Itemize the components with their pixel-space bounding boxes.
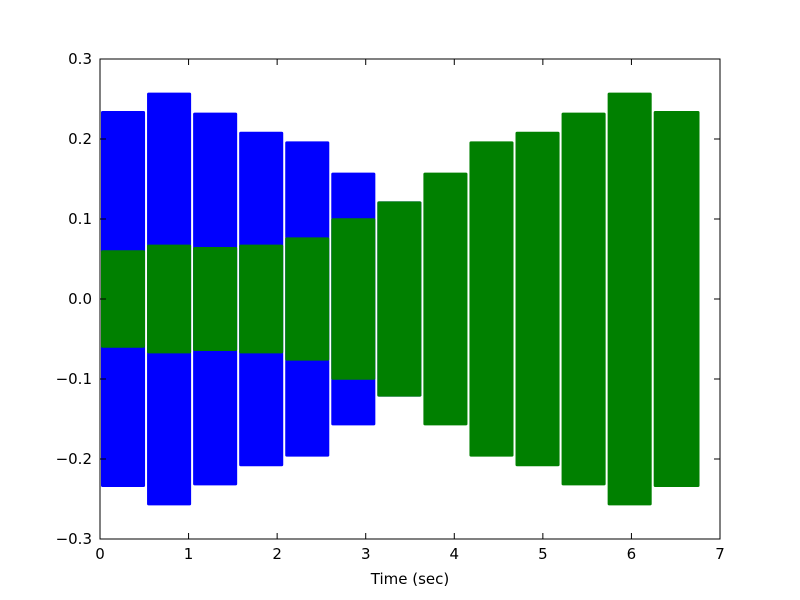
envelope-bar [515, 131, 560, 467]
envelope-bar [561, 112, 606, 486]
x-tick-label: 5 [538, 545, 548, 563]
envelope-bar [239, 244, 284, 354]
x-tick-label: 4 [450, 545, 460, 563]
x-tick-label: 7 [715, 545, 725, 563]
plot-area: 0 1 2 3 4 5 6 7 −0.3 −0.2 −0.1 0.0 0.1 0.2 0.3 [56, 50, 725, 563]
envelope-bar [285, 237, 330, 361]
x-tick-label: 2 [272, 545, 282, 563]
y-tick-label: −0.2 [56, 450, 92, 468]
envelope-bar [147, 244, 192, 354]
envelope-bar [469, 141, 514, 457]
envelope-bar [377, 201, 422, 397]
series-layer [101, 92, 700, 506]
y-tick-label: 0.2 [68, 130, 92, 148]
x-axis-label: Time (sec) [370, 570, 449, 588]
envelope-bar [101, 250, 146, 348]
x-tick-label: 0 [95, 545, 105, 563]
x-tick-label: 3 [361, 545, 371, 563]
envelope-bar [653, 111, 700, 487]
y-tick-label: −0.1 [56, 370, 92, 388]
x-tick-label: 1 [184, 545, 194, 563]
envelope-bar [607, 92, 652, 506]
y-tick-label: 0.1 [68, 210, 92, 228]
y-tick-label: −0.3 [56, 530, 92, 548]
y-tick-label: 0.3 [68, 50, 92, 68]
y-tick-label: 0.0 [68, 290, 92, 308]
envelope-bar [331, 218, 376, 380]
ticks-layer: 0 1 2 3 4 5 6 7 −0.3 −0.2 −0.1 0.0 0.1 0.2 0.3 [56, 50, 725, 563]
x-tick-label: 6 [627, 545, 637, 563]
envelope-bar [423, 172, 468, 426]
envelope-bar [193, 247, 238, 351]
series-1 [101, 92, 700, 506]
